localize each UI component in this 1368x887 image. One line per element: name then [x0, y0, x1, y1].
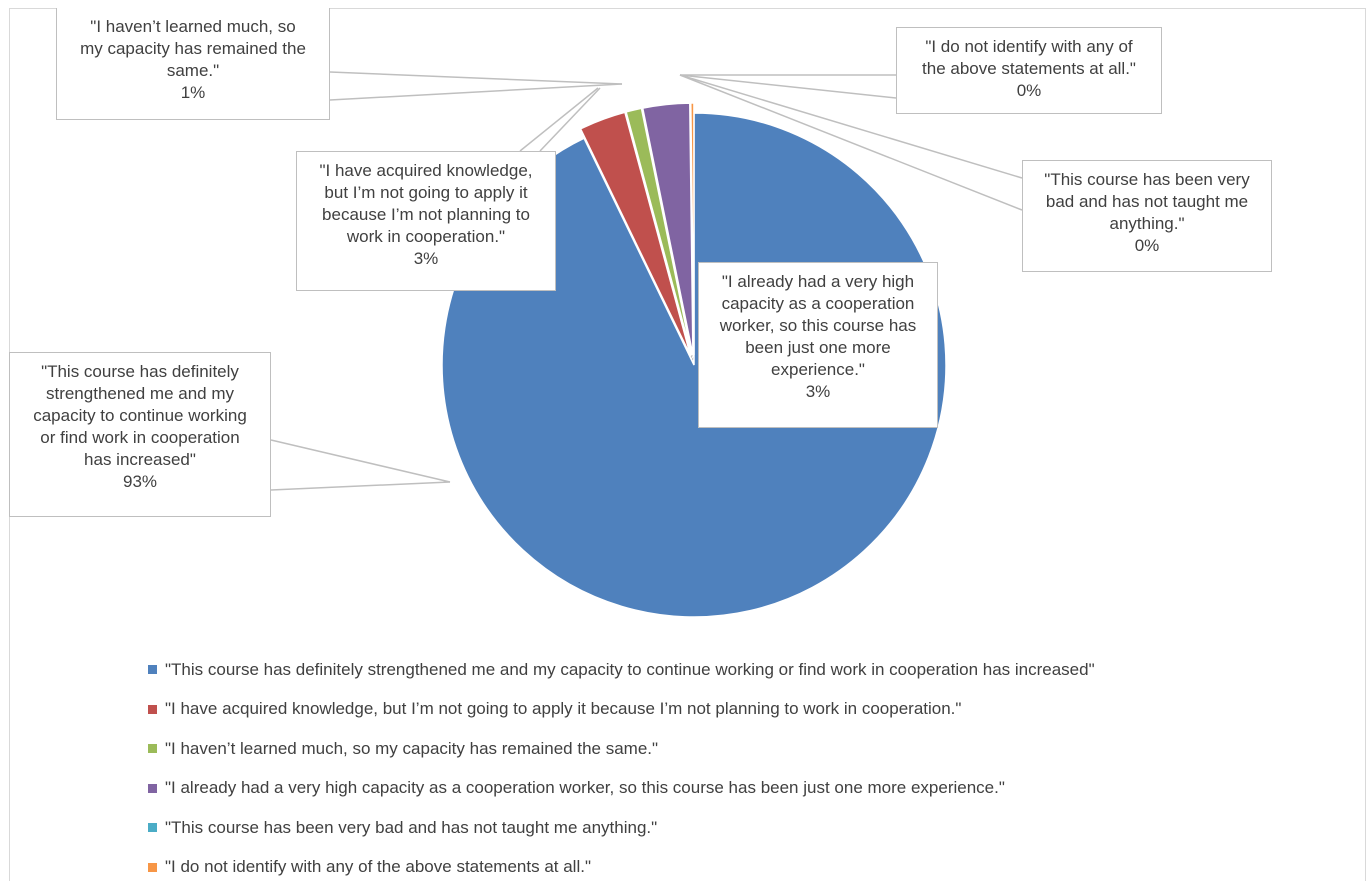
data-label-havent-learned: "I haven’t learned much, so my capacity … — [56, 8, 330, 120]
legend-item: "This course has definitely strengthened… — [148, 650, 1095, 690]
data-label-already-high-capacity: "I already had a very high capacity as a… — [698, 262, 938, 428]
legend-swatch — [148, 784, 157, 793]
legend-item: "I do not identify with any of the above… — [148, 848, 1095, 887]
leader-line — [330, 84, 622, 100]
legend-swatch — [148, 744, 157, 753]
legend-label: "I already had a very high capacity as a… — [165, 773, 1005, 803]
leader-line — [271, 440, 450, 482]
legend-item: "I have acquired knowledge, but I’m not … — [148, 690, 1095, 730]
legend-label: "This course has definitely strengthened… — [165, 655, 1095, 685]
leader-line — [330, 72, 622, 84]
legend-swatch — [148, 823, 157, 832]
legend-swatch — [148, 705, 157, 714]
legend-item: "This course has been very bad and has n… — [148, 808, 1095, 848]
legend-label: "I haven’t learned much, so my capacity … — [165, 734, 658, 764]
legend-label: "I do not identify with any of the above… — [165, 852, 591, 882]
legend-label: "This course has been very bad and has n… — [165, 813, 657, 843]
data-label-very-bad: "This course has been very bad and has n… — [1022, 160, 1272, 272]
legend: "This course has definitely strengthened… — [148, 650, 1095, 887]
data-label-strengthened: "This course has definitely strengthened… — [9, 352, 271, 517]
legend-item: "I already had a very high capacity as a… — [148, 769, 1095, 809]
legend-swatch — [148, 665, 157, 674]
legend-swatch — [148, 863, 157, 872]
legend-item: "I haven’t learned much, so my capacity … — [148, 729, 1095, 769]
leader-line — [271, 482, 450, 490]
legend-label: "I have acquired knowledge, but I’m not … — [165, 694, 961, 724]
data-label-do-not-identify: "I do not identify with any of the above… — [896, 27, 1162, 114]
leader-line — [680, 75, 896, 98]
data-label-acquired-knowledge: "I have acquired knowledge, but I’m not … — [296, 151, 556, 291]
